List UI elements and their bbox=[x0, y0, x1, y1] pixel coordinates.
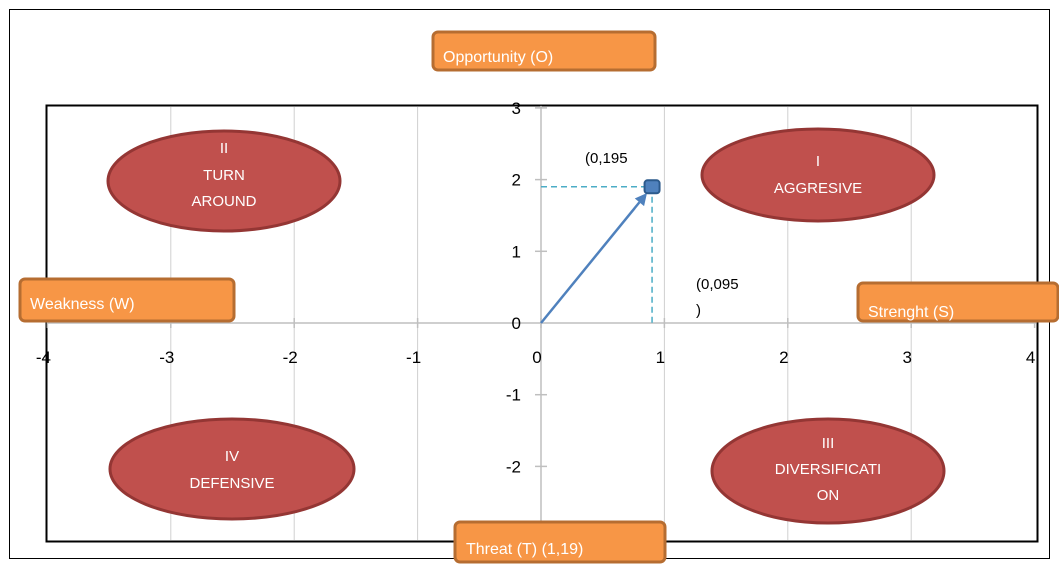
quadrant-iii-label-2: DIVERSIFICATI bbox=[775, 461, 881, 478]
x-tick-label-2: 2 bbox=[779, 348, 788, 367]
y-tick-label--2: -2 bbox=[506, 457, 521, 476]
y-tick-label--1: -1 bbox=[506, 386, 521, 405]
quadrant-iv-label-1: IV bbox=[225, 448, 239, 465]
x-tick-label-0: 0 bbox=[532, 348, 541, 367]
y-tick-label-2: 2 bbox=[512, 171, 521, 190]
axis-label-right: Strenght (S) bbox=[856, 281, 1059, 323]
annotation-point-x-1: (0,095 bbox=[696, 276, 739, 293]
position-vector bbox=[540, 201, 641, 324]
quadrant-ii: II TURN AROUND bbox=[106, 129, 342, 233]
data-point bbox=[643, 179, 661, 195]
y-tick-label-3: 3 bbox=[512, 99, 521, 118]
axis-label-top: Opportunity (O) bbox=[431, 30, 657, 72]
quadrant-ii-label-1: II bbox=[220, 140, 228, 157]
quadrant-ii-label-3: AROUND bbox=[191, 193, 256, 210]
axis-label-right-box bbox=[856, 281, 1059, 323]
quadrant-iv-label-2: DEFENSIVE bbox=[189, 475, 274, 492]
quadrant-iv-ellipse bbox=[108, 417, 356, 521]
axis-label-top-box bbox=[431, 30, 657, 72]
x-tick-label-1: 1 bbox=[656, 348, 665, 367]
x-tick-label-4: 4 bbox=[1026, 348, 1035, 367]
axis-label-left: Weakness (W) bbox=[18, 277, 236, 323]
x-tick-label--4: -4 bbox=[36, 348, 51, 367]
quadrant-i-label-1: I bbox=[816, 153, 820, 170]
tick-labels: -4 -3 -2 -1 0 1 2 3 4 3 2 1 0 -1 -2 bbox=[36, 99, 1035, 476]
axis-label-bottom: Threat (T) (1,19) bbox=[453, 520, 667, 564]
annotation-point-x-2: ) bbox=[696, 302, 701, 319]
axis-label-left-text: Weakness (W) bbox=[30, 296, 135, 313]
quadrant-i-ellipse bbox=[700, 127, 936, 223]
position-vector-arrowhead bbox=[634, 192, 648, 207]
quadrant-ii-ellipse bbox=[106, 129, 342, 233]
data-overlay: (0,195 (0,095 ) bbox=[540, 150, 739, 324]
quadrant-ii-label-2: TURN bbox=[203, 167, 245, 184]
x-tick-label--1: -1 bbox=[406, 348, 421, 367]
annotation-point-y: (0,195 bbox=[585, 150, 628, 167]
quadrant-iv: IV DEFENSIVE bbox=[108, 417, 356, 521]
quadrant-i: I AGGRESIVE bbox=[700, 127, 936, 223]
quadrant-i-label-2: AGGRESIVE bbox=[774, 180, 862, 197]
y-tick-label-1: 1 bbox=[512, 242, 521, 261]
y-tick-label-0: 0 bbox=[512, 314, 521, 333]
x-tick-label--2: -2 bbox=[283, 348, 298, 367]
quadrant-iii-ellipse bbox=[710, 417, 946, 525]
x-tick-label-3: 3 bbox=[902, 348, 911, 367]
axis-label-left-box bbox=[18, 277, 236, 323]
axis-label-bottom-text: Threat (T) (1,19) bbox=[466, 541, 583, 558]
quadrant-iii-label-1: III bbox=[822, 435, 835, 452]
x-tick-label--3: -3 bbox=[159, 348, 174, 367]
quadrant-iii: III DIVERSIFICATI ON bbox=[710, 417, 946, 525]
axis-label-right-text: Strenght (S) bbox=[868, 304, 954, 321]
quadrant-iii-label-3: ON bbox=[817, 487, 840, 504]
axis-label-bottom-box bbox=[453, 520, 667, 564]
axis-label-top-text: Opportunity (O) bbox=[443, 49, 553, 66]
